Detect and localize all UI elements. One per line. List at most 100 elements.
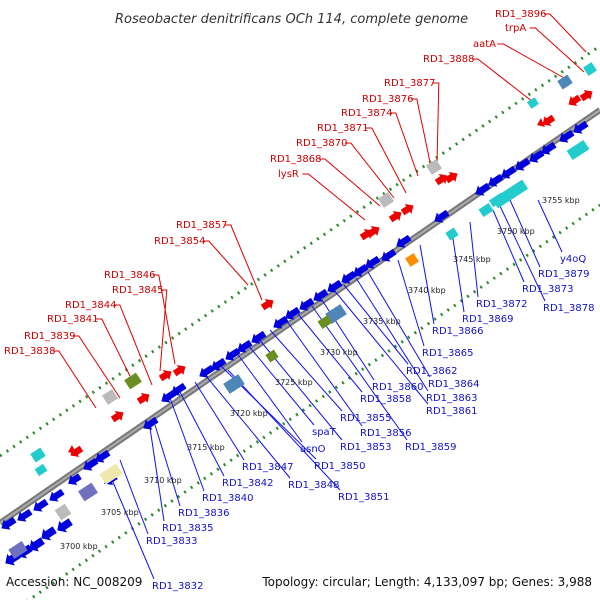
gray-gene-box <box>101 389 119 405</box>
blue-gene-arrow <box>83 457 99 471</box>
gene-label-bottom: y4oQ <box>560 254 586 265</box>
gene-label-bottom: RD1_3866 <box>432 326 483 337</box>
blue-gene-arrow <box>488 173 504 187</box>
connector-line <box>469 221 479 298</box>
gene-label-top: RD1_3844 <box>65 300 116 311</box>
connector-line <box>194 381 245 461</box>
kbp-label: 3745 kbp <box>453 255 491 264</box>
gene-label-top: RD1_3838 <box>4 346 55 357</box>
blue-gene-arrow <box>171 382 187 396</box>
gene-label-bottom: RD1_3865 <box>422 348 473 359</box>
red-gene-arrow <box>136 393 150 405</box>
blue-gene-arrow <box>41 526 57 541</box>
steel-gene-box <box>557 74 573 90</box>
connector-line <box>343 284 409 365</box>
connector-line <box>109 474 155 580</box>
dotted-track-outer <box>0 44 600 458</box>
slate-gene-box <box>78 482 98 502</box>
gene-label-top: RD1_3868 <box>270 154 321 165</box>
gene-label-bottom: RD1_3832 <box>152 581 203 592</box>
kbp-label: 3705 kbp <box>101 508 139 517</box>
blue-gene-arrow <box>559 129 575 143</box>
blue-gene-arrow <box>199 364 215 378</box>
connector-line <box>202 240 249 286</box>
kbp-scale: 3700 kbp 3705 kbp 3710 kbp 3715 kbp 3720 kbp… <box>60 196 580 551</box>
connector-line <box>179 391 225 477</box>
gene-label-bottom: spaT <box>312 427 337 438</box>
red-gene-arrow <box>388 211 402 223</box>
blue-gene-arrow <box>95 449 111 463</box>
connector-line <box>355 277 429 392</box>
gene-label-bottom: RD1_3850 <box>314 461 365 472</box>
gene-label-top: RD1_3877 <box>384 78 435 89</box>
gene-label-bottom: RD1_3860 <box>372 382 423 393</box>
gene-label-bottom: RD1_3873 <box>522 284 573 295</box>
gene-label-top: RD1_3857 <box>176 220 227 231</box>
connector-line <box>365 127 407 194</box>
red-gene-arrow <box>359 229 373 241</box>
kbp-label: 3720 kbp <box>230 409 268 418</box>
connector-line <box>389 112 419 177</box>
blue-gene-arrow <box>57 518 73 533</box>
blue-gene-arrow <box>17 508 33 522</box>
kbp-label: 3755 kbp <box>542 196 580 205</box>
gene-label-bottom: RD1_3840 <box>202 493 253 504</box>
cyan-gene-box <box>445 227 459 241</box>
kbp-label: 3715 kbp <box>187 443 225 452</box>
blue-gene-arrow <box>573 120 589 134</box>
slate-gene-box <box>8 541 28 559</box>
red-gene-arrow <box>579 90 593 102</box>
connector-line <box>432 82 440 165</box>
gene-label-bottom: RD1_3878 <box>543 303 594 314</box>
gene-label-bottom: RD1_3853 <box>340 442 391 453</box>
kbp-label: 3750 kbp <box>497 227 535 236</box>
map-title: Roseobacter denitrificans OCh 114, compl… <box>115 12 468 27</box>
connector-line <box>537 199 563 253</box>
red-gene-arrow <box>434 174 448 186</box>
red-gene-arrow <box>158 370 172 382</box>
blue-gene-arrow <box>313 288 329 302</box>
connector-line <box>311 305 408 441</box>
connector-line <box>159 289 168 372</box>
khaki-gene-box <box>99 463 123 485</box>
connector-line <box>367 271 431 378</box>
connector-line <box>285 319 363 427</box>
blue-gene-arrow <box>434 209 450 223</box>
cyan-gene-box <box>488 192 506 208</box>
gene-label-top: RD1_3874 <box>341 108 392 119</box>
blue-gene-arrow <box>365 255 381 269</box>
red-gene-arrow <box>542 114 556 126</box>
connector-line <box>169 397 205 492</box>
kbp-label: 3700 kbp <box>60 542 98 551</box>
connector-line <box>333 289 429 405</box>
gene-label-top: RD1_3854 <box>154 236 205 247</box>
connector-line <box>297 313 363 393</box>
gene-label-top: aatA <box>473 39 496 50</box>
cyan-gene-box <box>30 447 46 463</box>
connector-line <box>397 259 425 347</box>
kbp-label: 3735 kbp <box>363 317 401 326</box>
blue-gene-arrow <box>1 516 17 530</box>
connector-line <box>152 274 176 365</box>
blue-gene-arrow <box>353 263 369 277</box>
small-marker <box>68 445 76 454</box>
blue-gene-arrow <box>49 488 65 502</box>
blue-gene-arrow <box>273 315 289 329</box>
label-connector-lines <box>52 13 587 580</box>
steel-gene-box <box>223 374 245 394</box>
blue-gene-arrow <box>33 498 49 512</box>
blue-gene-arrow <box>251 330 267 344</box>
blue-gene-arrow <box>396 234 412 248</box>
gene-label-bottom: RD1_3835 <box>162 523 213 534</box>
orange-gene-box <box>405 253 419 267</box>
gray-gene-box <box>54 503 72 521</box>
connector-line <box>52 350 97 409</box>
connector-line <box>318 158 381 207</box>
connector-line <box>205 375 291 479</box>
gene-label-top: RD1_3871 <box>317 123 368 134</box>
red-gene-arrow <box>110 411 124 423</box>
blue-gene-arrow <box>501 165 517 179</box>
connector-line <box>235 351 303 443</box>
connector-line <box>72 335 121 399</box>
blue-gene-arrow <box>327 279 343 293</box>
